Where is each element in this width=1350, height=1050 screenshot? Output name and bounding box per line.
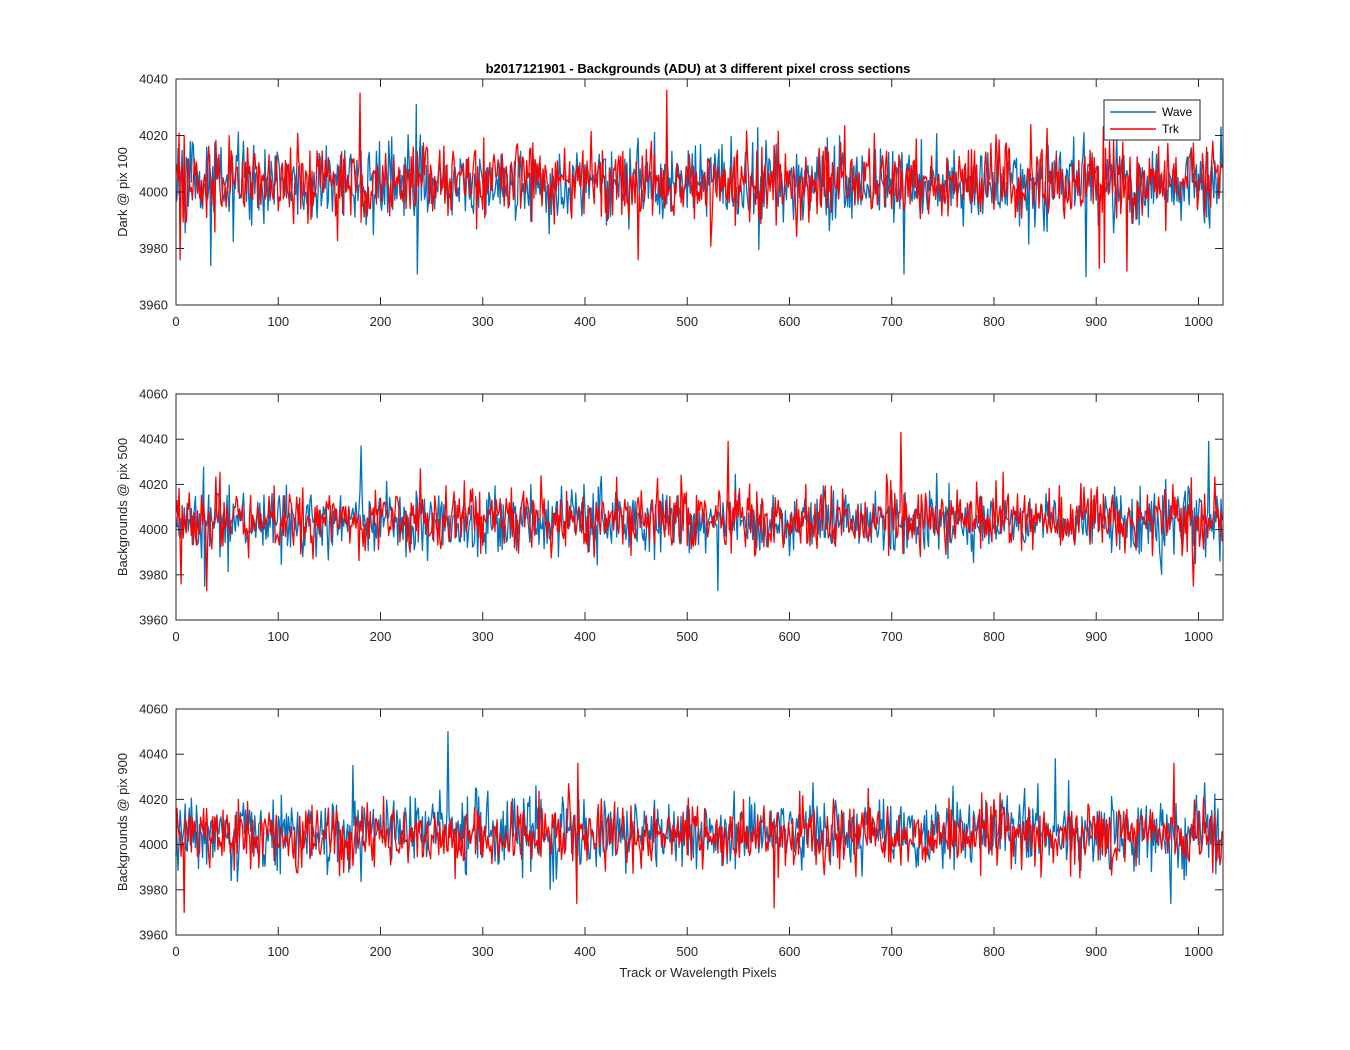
y-axis-label: Backgrounds @ pix 900 [115, 753, 130, 891]
x-tick-label: 100 [267, 944, 289, 959]
y-tick-label: 3980 [139, 882, 168, 897]
x-tick-label: 200 [370, 944, 392, 959]
y-tick-label: 4000 [139, 185, 168, 200]
y-tick-label: 4060 [139, 702, 168, 717]
x-tick-label: 0 [172, 944, 179, 959]
x-tick-label: 700 [881, 944, 903, 959]
legend-box [1103, 99, 1201, 141]
x-tick-label: 800 [983, 629, 1005, 644]
y-tick-label: 4020 [139, 477, 168, 492]
x-tick-label: 900 [1085, 314, 1107, 329]
x-tick-label: 400 [574, 944, 596, 959]
figure-title: b2017121901 - Backgrounds (ADU) at 3 dif… [486, 61, 911, 76]
y-axis-label: Backgrounds @ pix 500 [115, 438, 130, 576]
x-tick-label: 700 [881, 314, 903, 329]
x-tick-label: 400 [574, 629, 596, 644]
y-tick-label: 3960 [139, 928, 168, 943]
x-tick-label: 100 [267, 314, 289, 329]
x-tick-label: 500 [676, 629, 698, 644]
y-tick-label: 4000 [139, 522, 168, 537]
x-tick-label: 600 [779, 314, 801, 329]
series-line-trk [175, 762, 1223, 914]
x-tick-label: 900 [1085, 629, 1107, 644]
y-tick-label: 4040 [139, 747, 168, 762]
series-line-trk [175, 431, 1223, 592]
x-tick-label: 900 [1085, 944, 1107, 959]
x-tick-label: 1000 [1184, 944, 1213, 959]
y-tick-label: 3960 [139, 298, 168, 313]
y-tick-label: 4040 [139, 432, 168, 447]
x-tick-label: 200 [370, 314, 392, 329]
x-tick-label: 300 [472, 944, 494, 959]
legend: Wave Trk [1103, 99, 1201, 141]
y-tick-label: 4020 [139, 128, 168, 143]
subplot-dark-pix-100: 0 100 200 300 400 500 600 700 800 900 1000 3960 3980… [115, 72, 1224, 329]
x-tick-label: 400 [574, 314, 596, 329]
y-tick-label: 4060 [139, 387, 168, 402]
x-tick-label: 300 [472, 314, 494, 329]
series-line-trk [175, 89, 1223, 272]
y-tick-label: 4020 [139, 792, 168, 807]
x-tick-label: 1000 [1184, 629, 1213, 644]
x-tick-label: 600 [779, 629, 801, 644]
x-tick-label: 700 [881, 629, 903, 644]
y-tick-label: 3980 [139, 241, 168, 256]
y-tick-label: 4040 [139, 72, 168, 87]
legend-label-wave: Wave [1162, 105, 1193, 119]
x-tick-label: 200 [370, 629, 392, 644]
y-tick-label: 3960 [139, 613, 168, 628]
y-tick-label: 3980 [139, 567, 168, 582]
x-tick-label: 600 [779, 944, 801, 959]
legend-label-trk: Trk [1162, 122, 1180, 136]
x-tick-label: 0 [172, 314, 179, 329]
axes-frame [175, 393, 1224, 621]
x-tick-label: 100 [267, 629, 289, 644]
x-axis-label: Track or Wavelength Pixels [619, 965, 777, 980]
series-line-wave [175, 440, 1223, 592]
y-tick-label: 4000 [139, 837, 168, 852]
x-tick-label: 800 [983, 944, 1005, 959]
x-tick-label: 500 [676, 314, 698, 329]
plot-area [176, 709, 1223, 935]
y-axis-label: Dark @ pix 100 [115, 147, 130, 237]
subplot-backgrounds-pix-500: 0 100 200 300 400 500 600 700 800 900 1000 3960 3980… [115, 387, 1224, 644]
x-tick-label: 500 [676, 944, 698, 959]
x-tick-label: 300 [472, 629, 494, 644]
x-tick-label: 0 [172, 629, 179, 644]
x-tick-label: 800 [983, 314, 1005, 329]
subplot-backgrounds-pix-900: 0 100 200 300 400 500 600 700 800 900 1000 3960 3980… [115, 702, 1224, 959]
x-tick-label: 1000 [1184, 314, 1213, 329]
axes-frame [175, 708, 1224, 936]
